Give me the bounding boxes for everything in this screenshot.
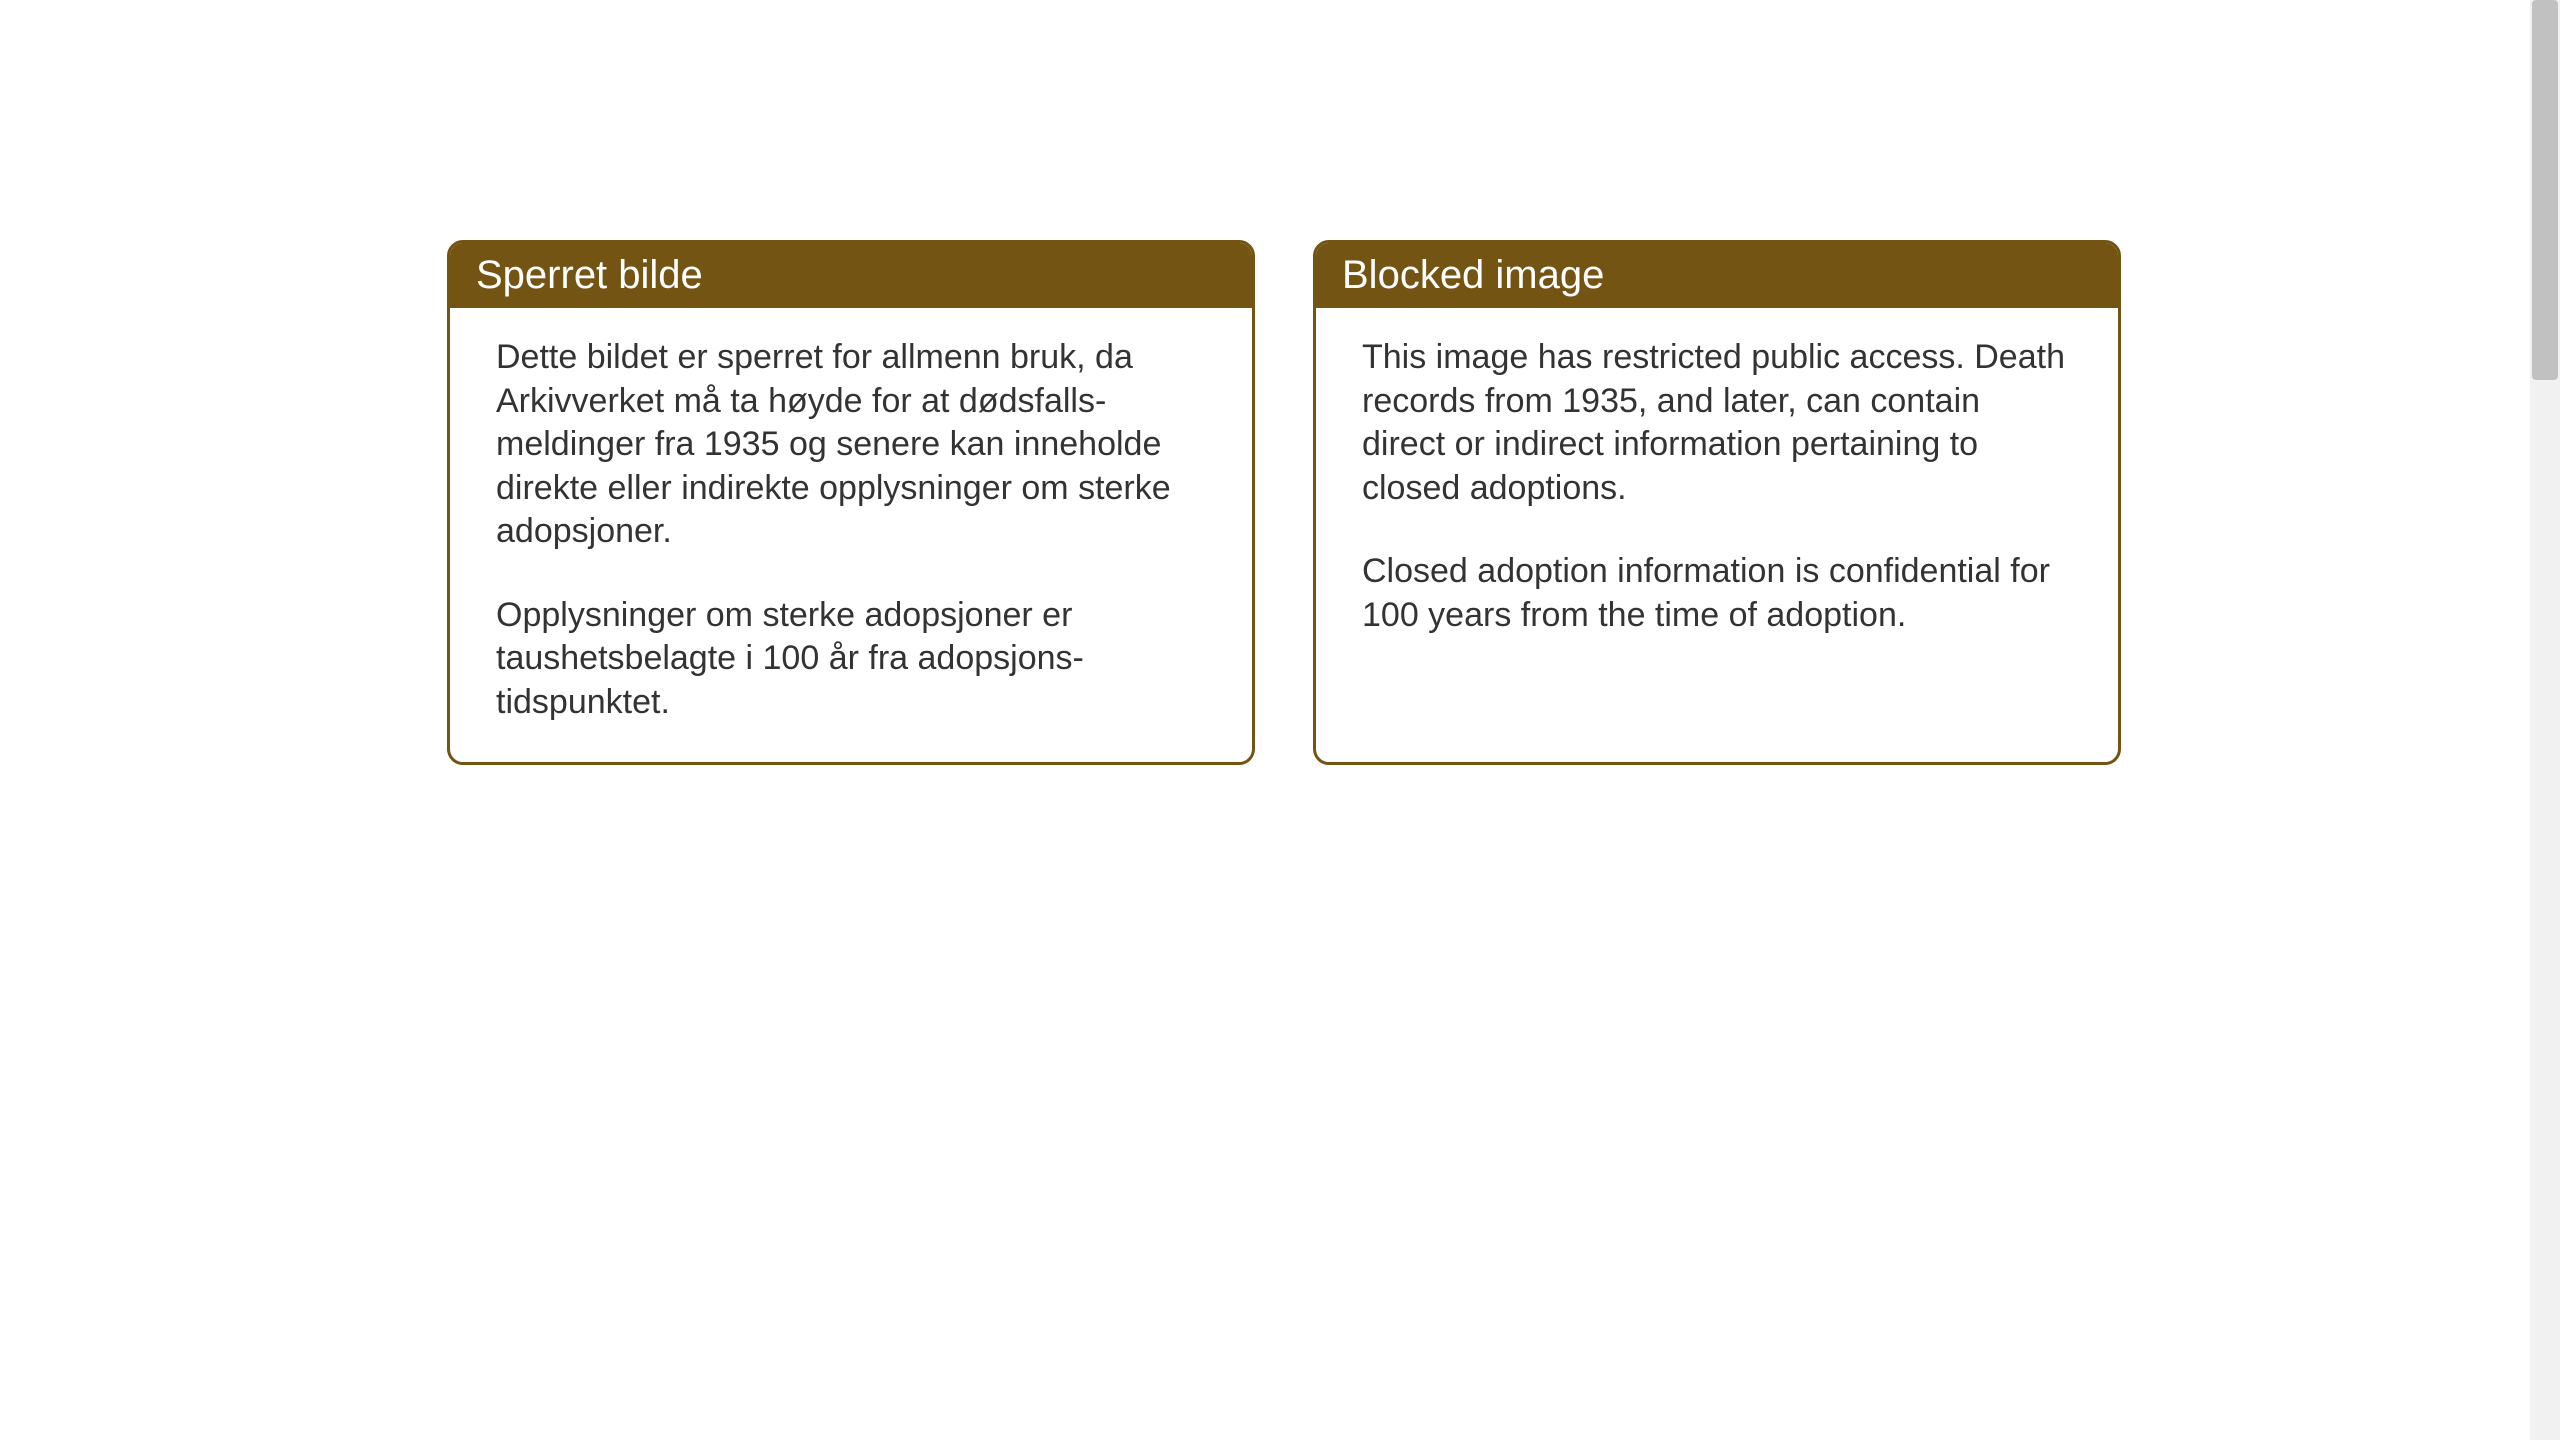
scrollbar-thumb[interactable] <box>2532 0 2558 380</box>
cards-container: Sperret bilde Dette bildet er sperret fo… <box>447 240 2121 765</box>
card-paragraph: This image has restricted public access.… <box>1362 336 2072 510</box>
scrollbar-track[interactable] <box>2530 0 2560 1440</box>
card-paragraph: Dette bildet er sperret for allmenn bruk… <box>496 336 1206 554</box>
card-paragraph: Closed adoption information is confident… <box>1362 550 2072 637</box>
card-body-norwegian: Dette bildet er sperret for allmenn bruk… <box>450 308 1252 762</box>
card-title: Blocked image <box>1342 253 1604 297</box>
card-header-norwegian: Sperret bilde <box>450 243 1252 308</box>
card-body-english: This image has restricted public access.… <box>1316 308 2118 675</box>
card-header-english: Blocked image <box>1316 243 2118 308</box>
card-title: Sperret bilde <box>476 253 703 297</box>
card-norwegian: Sperret bilde Dette bildet er sperret fo… <box>447 240 1255 765</box>
card-english: Blocked image This image has restricted … <box>1313 240 2121 765</box>
card-paragraph: Opplysninger om sterke adopsjoner er tau… <box>496 594 1206 725</box>
